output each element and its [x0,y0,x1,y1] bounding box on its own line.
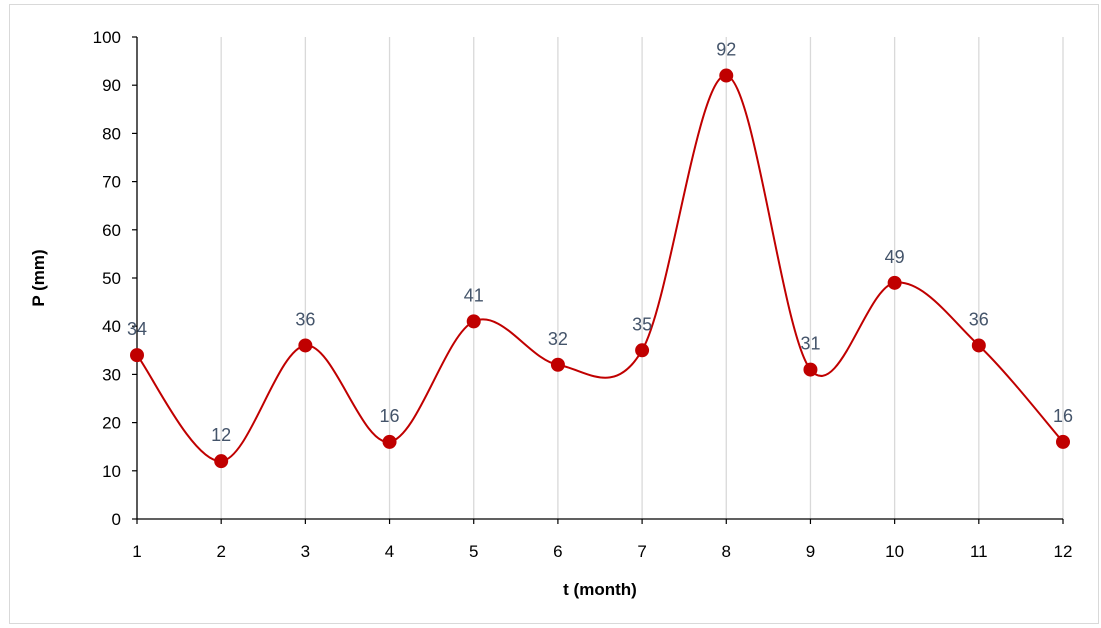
data-label: 16 [380,406,400,426]
y-tick-label: 60 [102,221,121,240]
x-tick-label: 11 [970,542,988,561]
data-point [1056,434,1070,449]
x-tick-label: 2 [216,542,225,561]
y-tick-label: 50 [102,269,121,288]
y-tick-label: 30 [102,365,121,384]
data-label: 31 [800,334,820,354]
x-tick-label: 7 [637,542,646,561]
series-line [136,74,1064,463]
chart-frame [9,4,1099,624]
y-tick-label: 40 [102,317,121,336]
series-markers [130,68,1070,469]
data-point [382,434,397,449]
x-tick-label: 9 [806,542,815,561]
data-point [550,357,565,372]
data-label: 49 [885,247,905,267]
data-point [214,454,229,469]
data-point [971,338,986,353]
data-point [466,314,481,329]
data-point [887,275,902,290]
x-tick-label: 10 [885,542,904,561]
data-label: 36 [969,309,989,329]
data-label: 35 [632,314,652,334]
data-labels: 34 12 36 16 41 32 35 92 31 49 36 16 [127,40,1073,446]
x-axis-title: t (month) [563,580,637,599]
data-label: 41 [464,285,484,305]
data-point [130,348,144,363]
y-tick-label: 70 [102,173,121,192]
x-tick-label: 8 [722,542,731,561]
y-axis-title: P (mm) [29,249,48,306]
x-tick-label: 12 [1054,542,1073,561]
x-tick-label: 4 [385,542,394,561]
data-point [298,338,313,353]
data-label: 92 [716,40,736,60]
gridlines [220,37,1064,519]
data-point [719,68,734,83]
data-label: 32 [548,329,568,349]
axes [132,36,1064,524]
y-tick-label: 80 [102,124,121,143]
y-tick-label: 90 [102,76,121,95]
data-label: 16 [1053,406,1073,426]
y-tick-label: 100 [93,28,121,47]
x-tick-label: 6 [553,542,562,561]
y-tick-label: 0 [112,510,121,529]
y-tick-label: 20 [102,414,121,433]
y-tick-labels: 0 10 20 30 40 50 60 70 80 90 100 [93,28,121,529]
data-label: 12 [211,425,231,445]
y-tick-label: 10 [102,462,121,481]
data-point [803,362,818,377]
data-label: 34 [127,319,147,339]
x-tick-labels: 1 2 3 4 5 6 7 8 9 10 11 12 [132,542,1072,561]
x-tick-label: 5 [469,542,478,561]
x-tick-label: 3 [301,542,310,561]
data-label: 36 [295,309,315,329]
x-tick-label: 1 [132,542,141,561]
data-point [635,343,650,358]
